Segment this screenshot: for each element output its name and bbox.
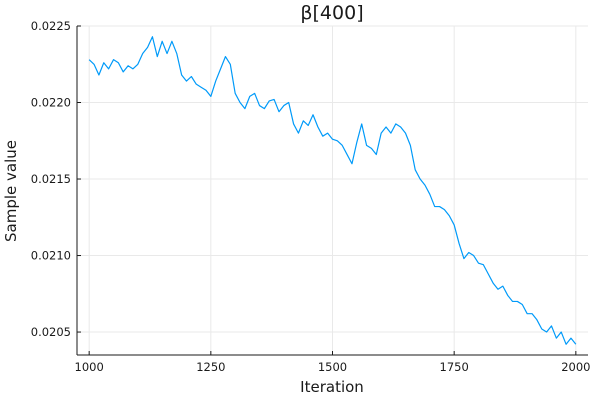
x-tick-label: 1500 xyxy=(318,360,347,374)
y-axis-label: Sample value xyxy=(2,140,20,242)
y-tick-label: 0.0225 xyxy=(31,19,71,33)
x-tick-label: 2000 xyxy=(561,360,590,374)
y-tick-label: 0.0220 xyxy=(31,96,71,110)
x-tick-label: 1250 xyxy=(196,360,225,374)
chart-title: β[400] xyxy=(300,2,363,24)
y-tick-label: 0.0215 xyxy=(31,172,71,186)
y-tick-label: 0.0205 xyxy=(31,325,71,339)
x-tick-label: 1000 xyxy=(75,360,104,374)
x-tick-label: 1750 xyxy=(440,360,469,374)
x-axis-label: Iteration xyxy=(300,378,364,396)
series-line-1 xyxy=(88,36,577,345)
y-tick-label: 0.0210 xyxy=(31,249,71,263)
series-layer xyxy=(88,36,577,345)
grid-lines xyxy=(77,25,588,355)
tick-labels: 1000 1250 1500 1750 2000 0.0205 0.0210 0.0215 0.… xyxy=(31,19,591,374)
